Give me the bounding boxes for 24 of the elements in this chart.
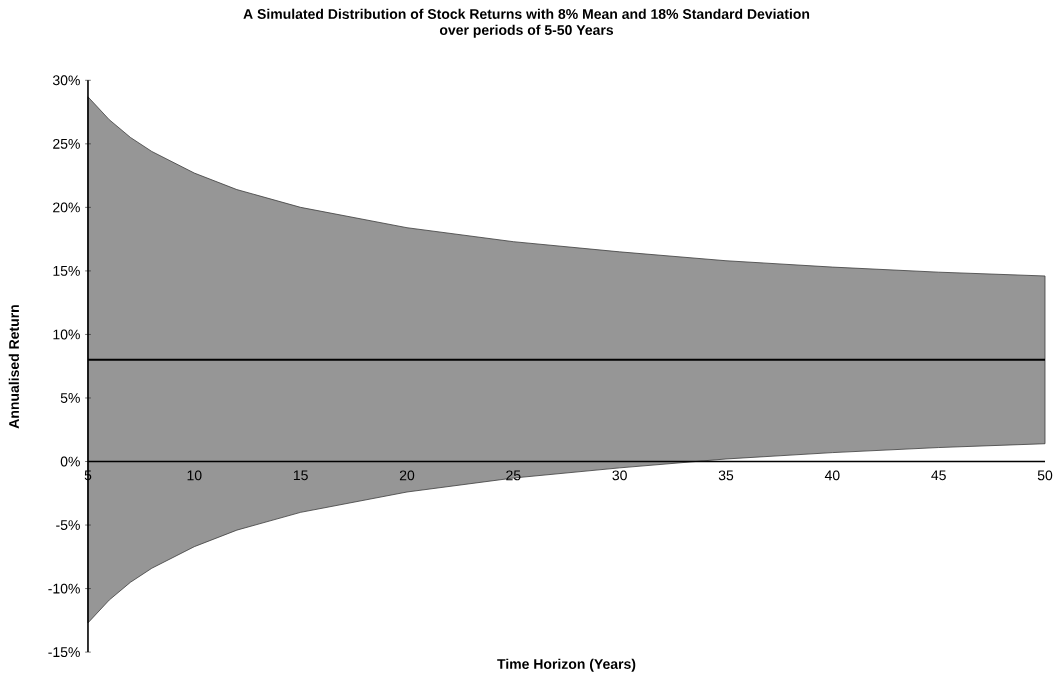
x-tick-label: 50 xyxy=(1037,470,1053,481)
x-tick-label: 45 xyxy=(931,470,946,481)
y-tick-label: 15% xyxy=(53,265,80,276)
x-tick-label: 25 xyxy=(506,470,521,481)
x-tick-label: 40 xyxy=(824,470,840,481)
y-tick-label: 5% xyxy=(60,393,80,403)
x-tick-label: 20 xyxy=(399,470,415,481)
chart-subtitle: over periods of 5-50 Years xyxy=(439,24,614,38)
x-tick-label: 35 xyxy=(718,470,734,481)
y-tick-label: -15% xyxy=(48,647,80,657)
y-tick-label: 25% xyxy=(53,138,80,149)
y-tick-label: 0% xyxy=(60,456,80,467)
x-tick-label: 15 xyxy=(293,470,308,481)
x-tick-label: 30 xyxy=(612,470,627,481)
y-tick-label: 30% xyxy=(52,75,80,86)
y-axis-title: Annualised Return xyxy=(8,305,19,429)
y-tick-label: 10% xyxy=(53,329,80,340)
x-tick-label: 10 xyxy=(187,470,202,481)
chart-title: A Simulated Distribution of Stock Returns with 8% Mean and 18% Standard Deviation xyxy=(243,8,810,19)
y-tick-label: 20% xyxy=(53,202,80,213)
y-tick-label: -5% xyxy=(56,520,80,530)
x-tick-label: 5 xyxy=(84,470,92,481)
y-tick-label: -10% xyxy=(48,583,80,594)
x-axis-title: Time Horizon (Years) xyxy=(497,658,636,672)
